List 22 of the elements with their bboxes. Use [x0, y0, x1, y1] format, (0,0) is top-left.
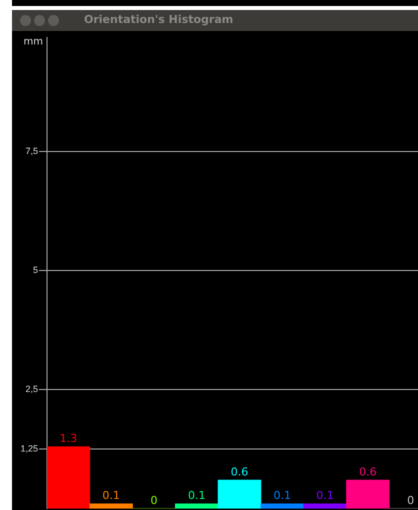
bar [47, 446, 90, 509]
bar [218, 480, 262, 509]
data-label: 1.3 [60, 432, 78, 446]
bar [89, 504, 133, 509]
bar [260, 504, 304, 509]
data-label: 0.1 [188, 489, 206, 502]
data-label: 0.1 [316, 489, 334, 502]
y-tick-label: 7,5 [25, 146, 38, 156]
bar [346, 480, 390, 509]
y-tick-label: 5 [32, 265, 38, 276]
chart-title: Orientation's Histogram [84, 13, 234, 26]
bar [303, 504, 347, 509]
bar [175, 504, 218, 509]
data-label: 0.1 [102, 489, 120, 502]
y-tick-label: 2,5 [25, 384, 38, 394]
data-label: 0 [150, 494, 158, 507]
data-label: 0.6 [359, 465, 377, 478]
data-label: 0.6 [230, 465, 248, 478]
data-label: 0 [407, 494, 414, 507]
y-axis-title: mm [24, 36, 43, 48]
data-label: 0.1 [274, 489, 292, 502]
y-tick-label: 1,25 [20, 444, 38, 454]
